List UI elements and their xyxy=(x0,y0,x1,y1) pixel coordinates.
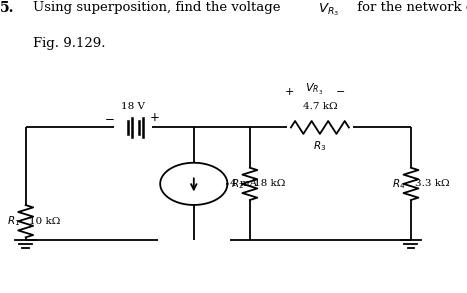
Text: for the network of: for the network of xyxy=(353,1,467,14)
Text: −: − xyxy=(336,87,346,97)
Text: $V_{R_3}$: $V_{R_3}$ xyxy=(318,1,339,18)
Text: +: + xyxy=(285,87,294,97)
Text: 4 mA: 4 mA xyxy=(230,179,257,188)
Text: 18 V: 18 V xyxy=(121,102,145,111)
Text: Fig. 9.129.: Fig. 9.129. xyxy=(33,37,105,50)
Text: $-$: $-$ xyxy=(104,111,114,124)
Text: 18 kΩ: 18 kΩ xyxy=(254,179,285,188)
Text: 10 kΩ: 10 kΩ xyxy=(29,217,61,226)
Text: 4.7 kΩ: 4.7 kΩ xyxy=(303,102,337,111)
Text: $R_2$: $R_2$ xyxy=(231,177,244,191)
Text: Using superposition, find the voltage: Using superposition, find the voltage xyxy=(33,1,284,14)
Text: $R_3$: $R_3$ xyxy=(313,139,326,153)
Text: $V_{R_3}$: $V_{R_3}$ xyxy=(305,82,323,97)
Text: $R_1$: $R_1$ xyxy=(7,214,20,228)
Text: 3.3 kΩ: 3.3 kΩ xyxy=(415,179,449,188)
Text: $R_4$: $R_4$ xyxy=(392,177,405,191)
Text: 5.: 5. xyxy=(0,1,14,16)
Text: $+$: $+$ xyxy=(149,111,159,124)
